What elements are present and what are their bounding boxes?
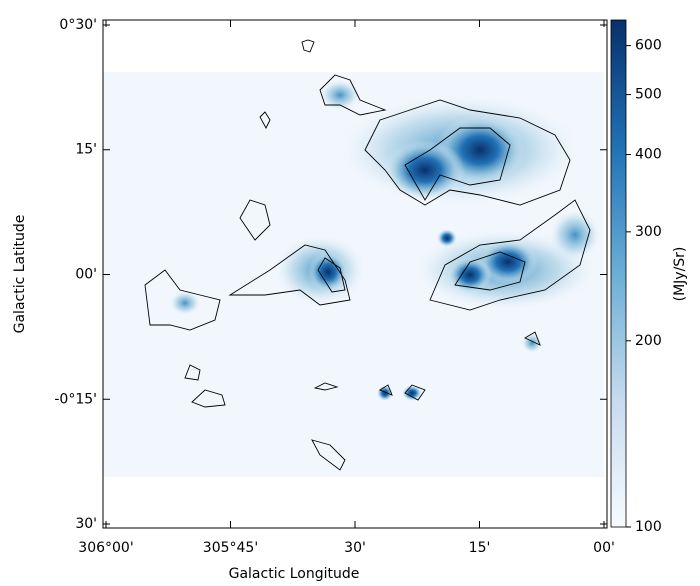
x-tick-label: 00'	[593, 540, 615, 556]
x-tick-label: 15'	[469, 540, 491, 556]
y-axis-label: Galactic Latitude	[12, 215, 28, 334]
image	[103, 72, 604, 477]
contours	[144, 39, 591, 471]
x-tick-label: 305°45'	[203, 540, 258, 556]
colorbar-tick-label: 400	[635, 147, 662, 163]
colorbar-label: (MJy/Sr)	[672, 247, 688, 302]
x-axis-label: Galactic Longitude	[229, 566, 360, 582]
y-tick-label: 00'	[75, 266, 97, 282]
colorbar-tick-label: 100	[635, 519, 662, 535]
colorbar-tick-label: 500	[635, 87, 662, 103]
y-tick-label: 0°30'	[59, 17, 97, 33]
y-tick-label: -0°15'	[54, 391, 97, 407]
x-tick-label: 306°00'	[78, 540, 133, 556]
y-tick-label: 30'	[75, 516, 97, 532]
colorbar	[610, 19, 627, 528]
colorbar-tick-label: 600	[635, 38, 662, 54]
x-tick-label: 30'	[344, 540, 366, 556]
y-tick-label: 15'	[75, 142, 97, 158]
colorbar-tick-label: 200	[635, 333, 662, 349]
colorbar-tick-label: 300	[635, 224, 662, 240]
